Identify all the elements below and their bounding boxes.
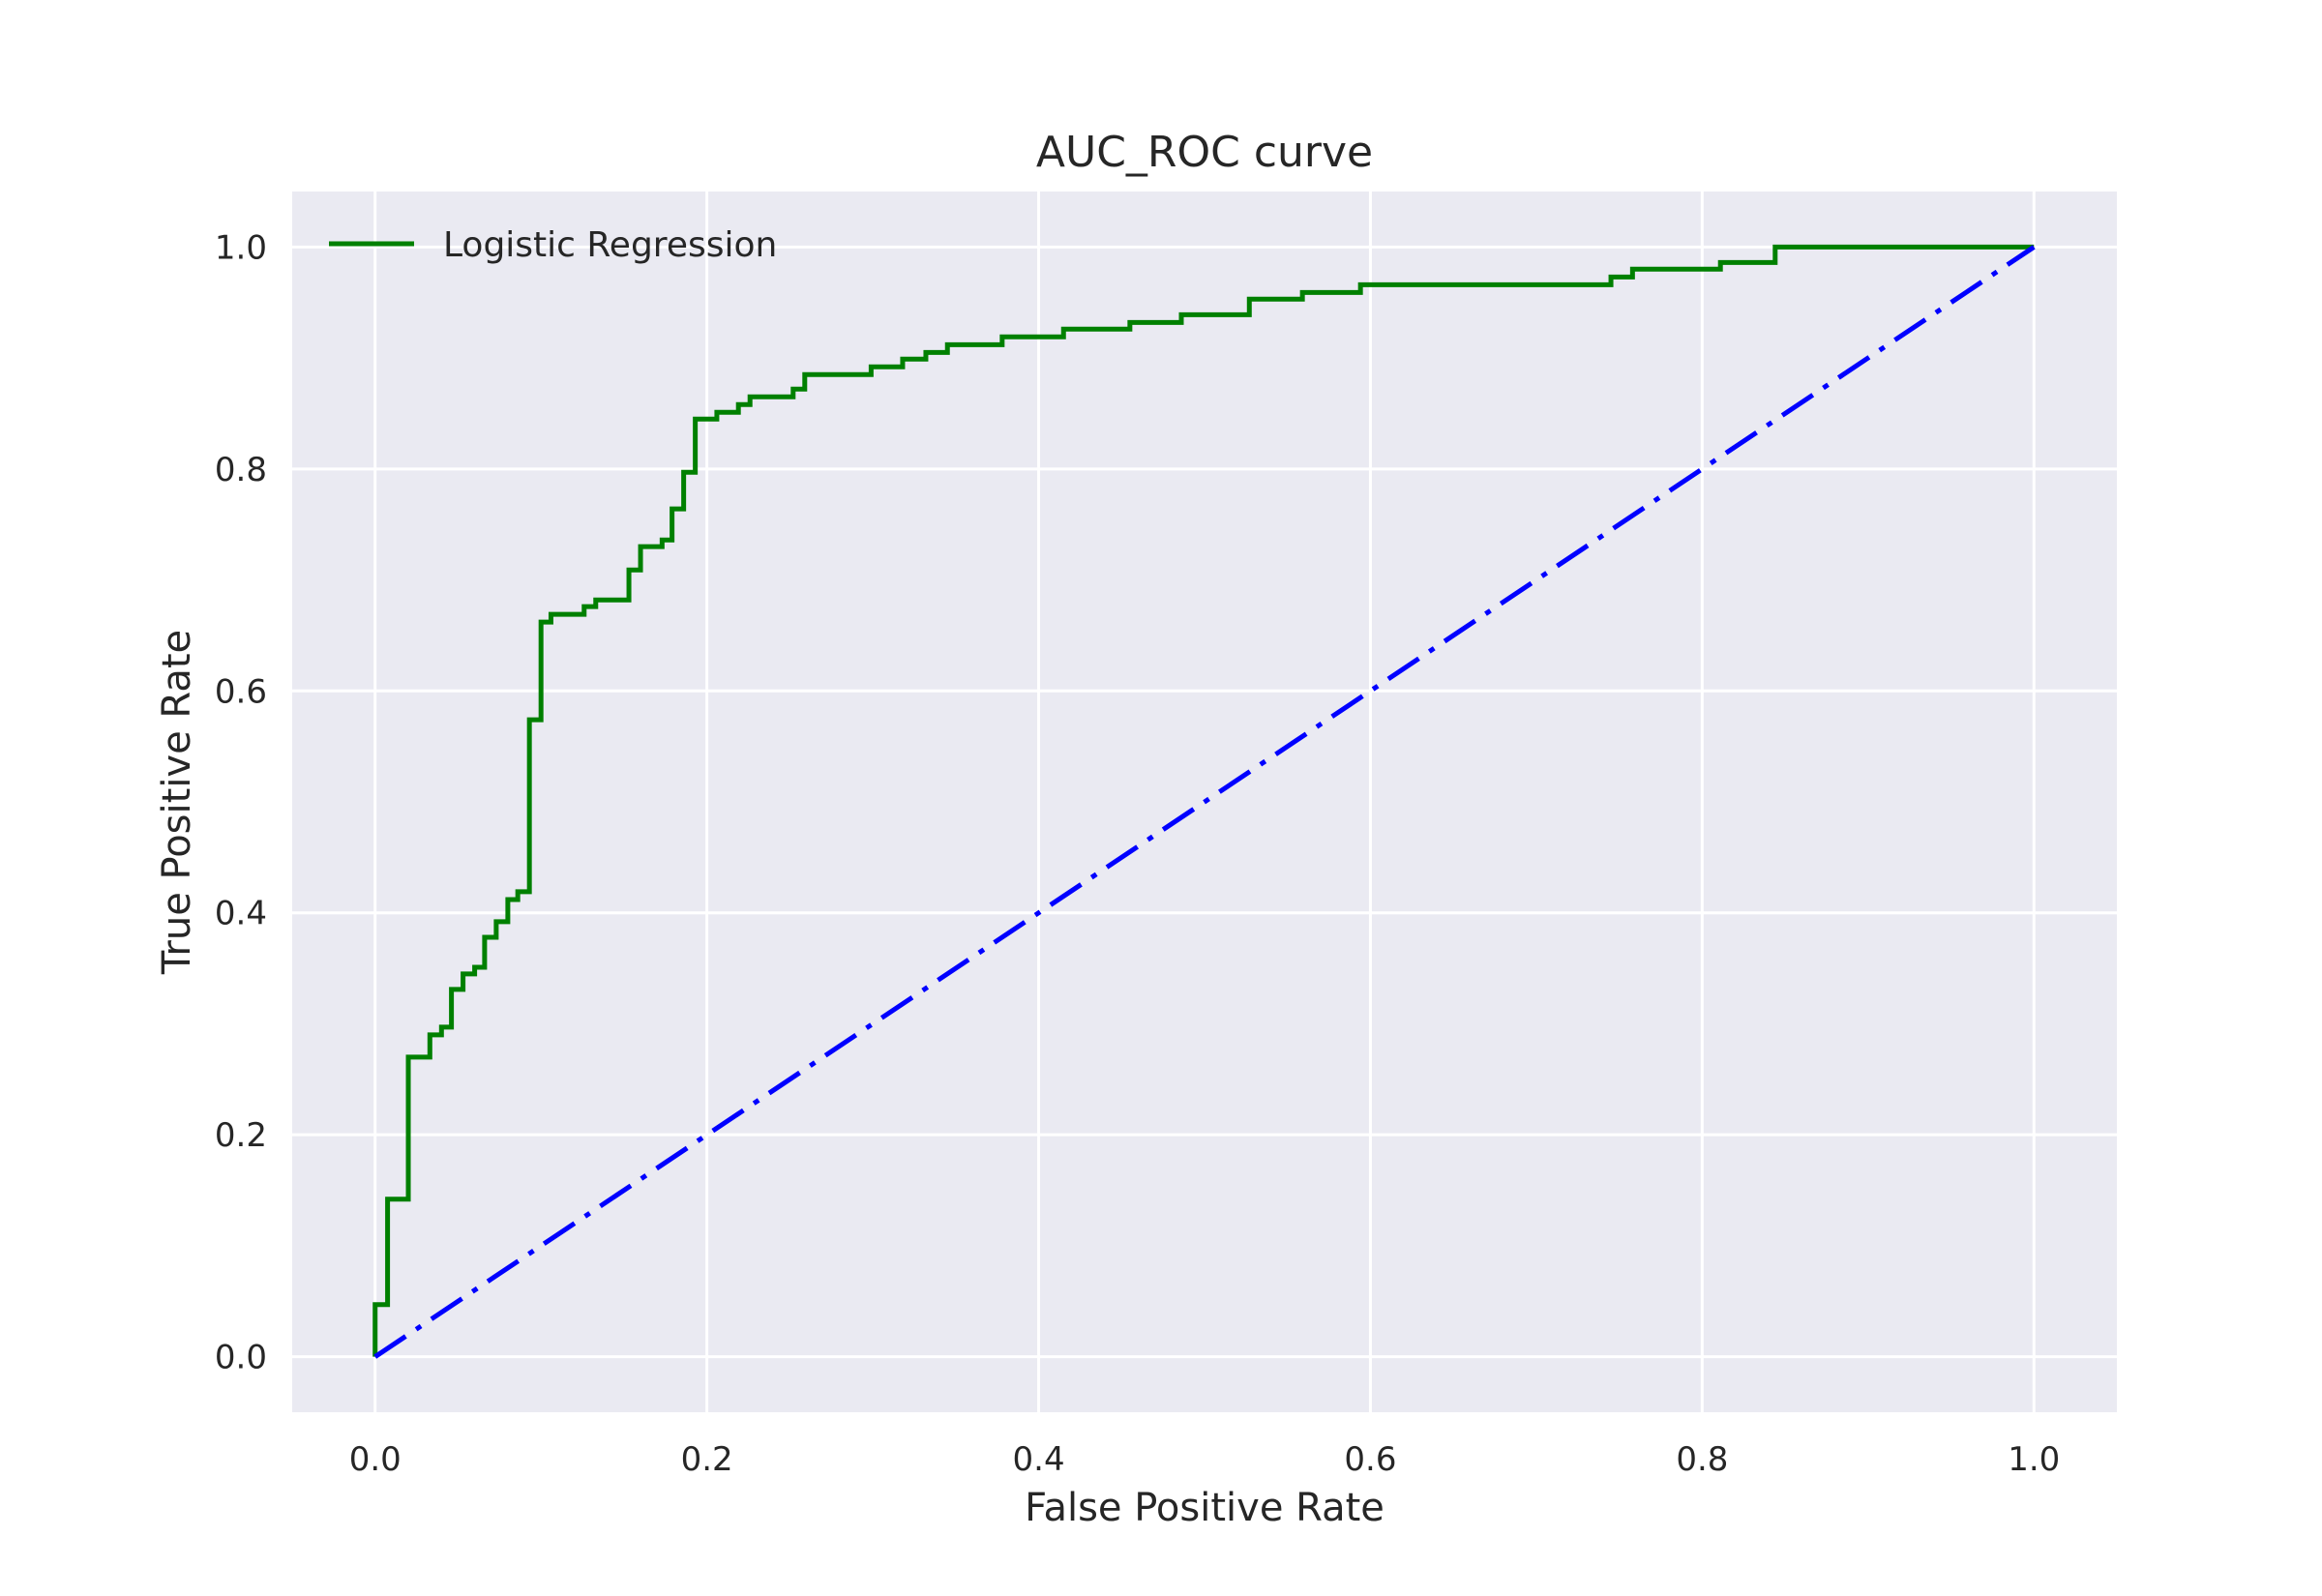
x-axis-ticks: 0.0 0.2 0.4 0.6 0.8 1.0 [349,1440,2061,1479]
x-tick-label: 0.2 [681,1440,733,1479]
series-layer [372,244,2036,1359]
x-tick-label: 1.0 [2008,1440,2060,1479]
x-axis-label: False Positive Rate [1025,1486,1384,1530]
y-axis-ticks: 0.0 0.2 0.4 0.6 0.8 1.0 [215,228,267,1376]
y-tick-label: 0.6 [215,672,267,711]
y-tick-label: 0.2 [215,1116,267,1155]
legend: Logistic Regression [329,225,777,265]
y-tick-label: 0.8 [215,451,267,489]
x-tick-label: 0.8 [1676,1440,1728,1479]
grid-lines [292,192,2117,1412]
x-tick-label: 0.0 [349,1440,402,1479]
series-line-diagonal-reference [373,245,2036,1359]
x-tick-label: 0.6 [1344,1440,1396,1479]
legend-label: Logistic Regression [443,225,777,265]
chart-title: AUC_ROC curve [1036,128,1373,177]
series-line-logistic-regression [372,244,2035,1357]
x-tick-label: 0.4 [1013,1440,1065,1479]
y-tick-label: 0.4 [215,895,267,933]
y-axis-label: True Positive Rate [155,630,199,975]
y-tick-label: 1.0 [215,228,267,267]
y-tick-label: 0.0 [215,1339,267,1377]
